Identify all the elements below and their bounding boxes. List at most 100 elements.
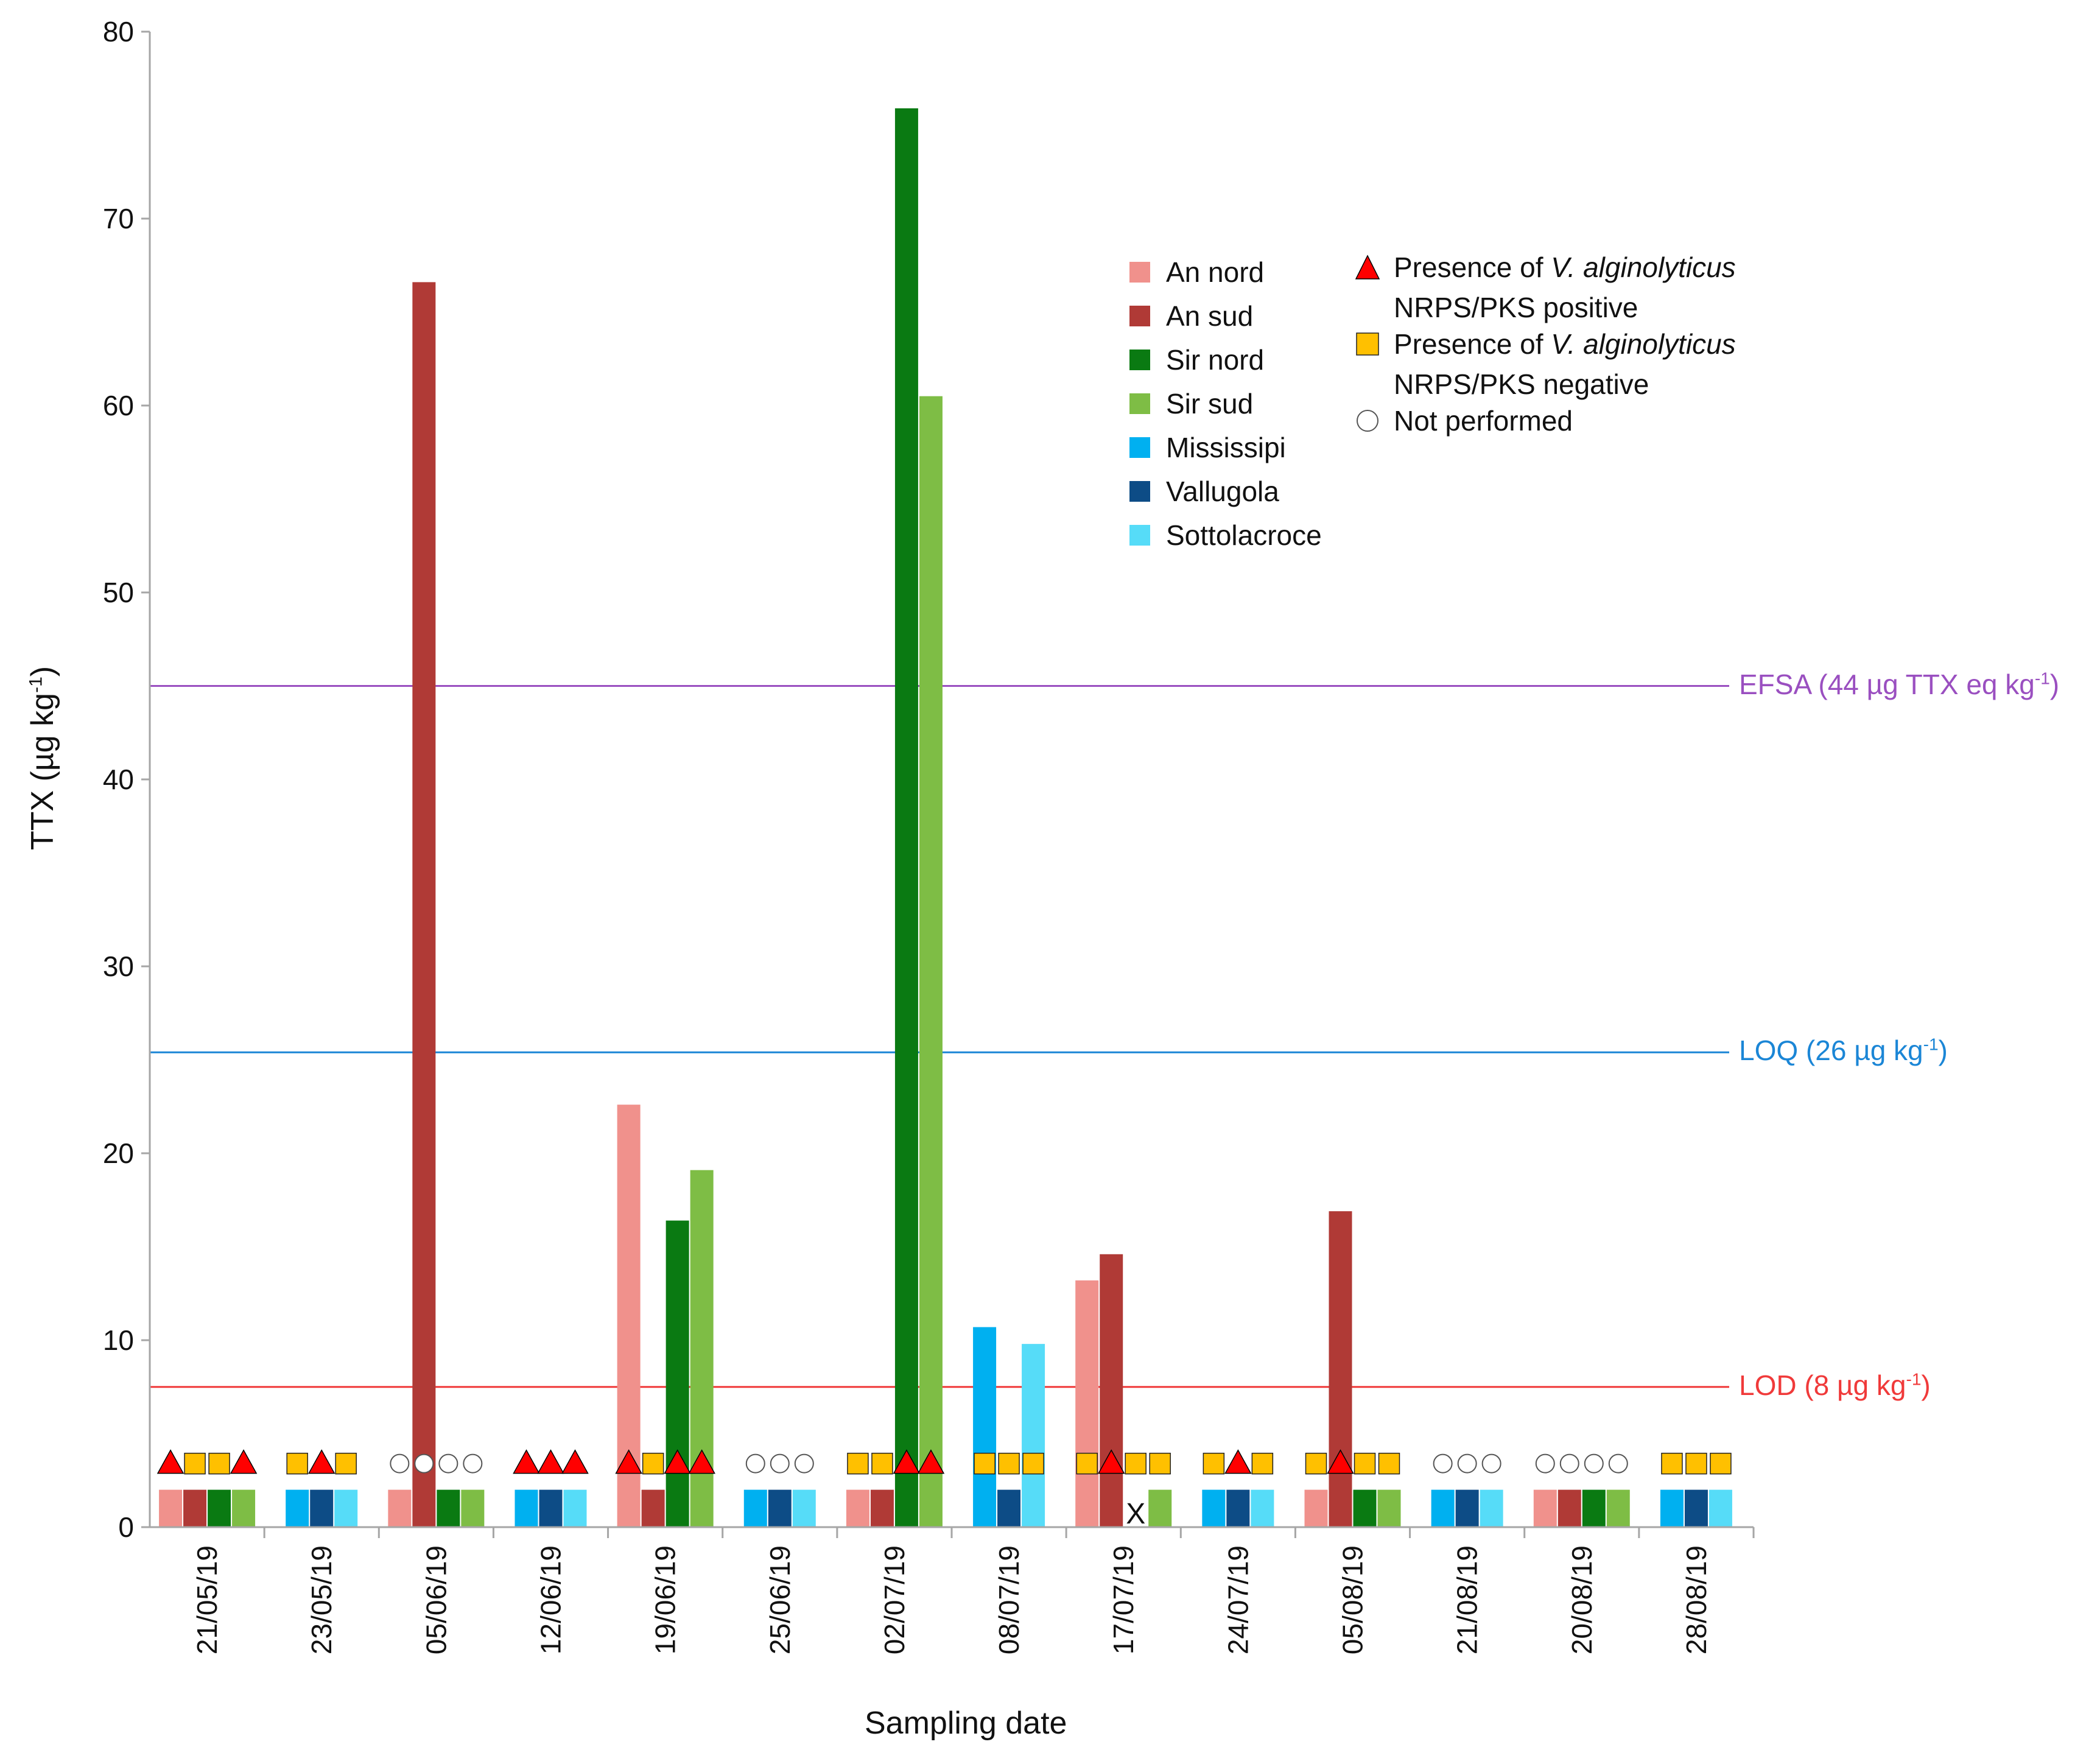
negative-square-marker: [208, 1452, 230, 1475]
bar-an-sud: [870, 1489, 894, 1527]
negative-square-marker: [1378, 1452, 1400, 1475]
not-performed-circle-marker: [414, 1453, 434, 1474]
x-tick-label: 17/07/19: [1108, 1545, 1139, 1654]
marker-legend-label: Not performed: [1394, 405, 1573, 437]
bar-an-nord: [388, 1489, 412, 1527]
x-tick-label: 05/08/19: [1337, 1545, 1369, 1654]
x-tick-label: 23/05/19: [306, 1545, 337, 1654]
bar-vallugola: [1455, 1489, 1479, 1527]
legend-swatch: [1129, 306, 1150, 326]
bar-sottolacroce: [1251, 1489, 1274, 1527]
negative-square-marker: [1251, 1452, 1274, 1475]
not-performed-circle-marker: [438, 1453, 458, 1474]
y-tick-label: 30: [103, 951, 134, 982]
y-axis-title-base: TTX (µg kg: [25, 692, 60, 851]
negative-square-marker: [1125, 1452, 1147, 1475]
legend-item: Sir nord: [1129, 343, 1264, 376]
legend-label: Vallugola: [1166, 476, 1279, 507]
negative-square-marker: [1076, 1452, 1098, 1475]
negative-square-marker: [1354, 1452, 1376, 1475]
bar-sottolacroce: [1022, 1344, 1045, 1527]
reference-label-end: ): [1938, 1035, 1948, 1067]
y-tick-label: 20: [103, 1137, 134, 1169]
legend-item: Mississipi: [1129, 431, 1286, 464]
x-tick-label: 05/06/19: [420, 1545, 452, 1654]
reference-label-efsa: EFSA (44 µg TTX eq kg-1): [1739, 668, 2059, 701]
bar-an-sud: [183, 1489, 207, 1527]
negative-square-marker: [1203, 1452, 1225, 1475]
bar-sottolacroce: [563, 1489, 587, 1527]
positive-triangle-marker: [561, 1449, 589, 1474]
legend-swatch: [1129, 393, 1150, 414]
negative-square-marker: [1710, 1452, 1732, 1475]
bar-mississipi: [1660, 1489, 1684, 1527]
y-tick-label: 80: [103, 16, 134, 47]
legend-swatch: [1129, 262, 1150, 283]
circle-marker-icon: [1357, 410, 1378, 432]
bar-vallugola: [310, 1489, 334, 1527]
not-performed-circle-marker: [1433, 1453, 1453, 1474]
x-tick-label: 02/07/19: [879, 1545, 910, 1654]
bar-mississipi: [1431, 1489, 1455, 1527]
negative-square-marker: [1661, 1452, 1683, 1475]
positive-triangle-marker: [917, 1449, 945, 1474]
bar-sir-sud: [1148, 1489, 1172, 1527]
triangle-marker-icon: [1355, 255, 1380, 279]
not-performed-circle-marker: [1608, 1453, 1628, 1474]
x-tick-labels: 21/05/19 23/05/19 05/06/19 12/06/19 19/06/19…: [191, 1527, 1755, 1654]
bar-vallugola: [997, 1489, 1021, 1527]
legend-label: Sir nord: [1166, 344, 1265, 376]
not-performed-circle-marker: [1584, 1453, 1604, 1474]
legend-swatch: [1129, 481, 1150, 502]
not-performed-circle-marker: [770, 1453, 790, 1474]
legend-label: Sottolacroce: [1166, 519, 1322, 551]
x-tick-label: 25/06/19: [764, 1545, 796, 1654]
reference-label-end: ): [2049, 668, 2060, 700]
bar-sir-nord: [208, 1489, 231, 1527]
missing-value-label: X: [1126, 1498, 1145, 1530]
reference-label-text: LOQ (26 µg kg: [1739, 1035, 1923, 1067]
legend-label: An sud: [1166, 300, 1254, 332]
reference-label-loq: LOQ (26 µg kg-1): [1739, 1034, 1948, 1067]
positive-triangle-marker: [537, 1449, 564, 1474]
y-axis-title-sup: -1: [26, 676, 46, 693]
bar-vallugola: [768, 1489, 792, 1527]
bar-mississipi: [286, 1489, 309, 1527]
marker-legend-item-positive: Presence of V. alginolyticus: [1355, 251, 1736, 284]
bar-an-sud: [412, 282, 436, 1527]
x-axis-title: Sampling date: [865, 1706, 1067, 1741]
bar-an-nord: [1075, 1280, 1099, 1527]
legend-item: An sud: [1129, 300, 1253, 332]
bar-mississipi: [514, 1489, 538, 1527]
bar-an-sud: [1557, 1489, 1581, 1527]
not-performed-circle-marker: [1481, 1453, 1501, 1474]
bar-sir-nord: [665, 1220, 689, 1527]
bar-an-sud: [641, 1489, 665, 1527]
bar-sir-sud: [919, 396, 943, 1527]
bar-mississipi: [973, 1327, 997, 1527]
bar-sottolacroce: [1708, 1489, 1732, 1527]
bar-sir-nord: [1353, 1489, 1377, 1527]
negative-square-marker: [974, 1452, 996, 1475]
bar-sir-sud: [1377, 1489, 1401, 1527]
not-performed-circle-marker: [390, 1453, 410, 1474]
negative-square-marker: [1305, 1452, 1327, 1475]
x-tick-label: 21/05/19: [191, 1545, 223, 1654]
legend-item: Sottolacroce: [1129, 519, 1322, 552]
x-tick-label: 21/08/19: [1452, 1545, 1483, 1654]
negative-square-marker: [871, 1452, 893, 1475]
legend-swatch: [1129, 350, 1150, 370]
bar-an-sud: [1100, 1254, 1123, 1527]
reference-label-lod: LOD (8 µg kg-1): [1739, 1369, 1931, 1402]
legend-item: An nord: [1129, 256, 1264, 289]
bar-vallugola: [1684, 1489, 1708, 1527]
not-performed-circle-marker: [463, 1453, 483, 1474]
y-tick-label: 50: [103, 577, 134, 608]
bar-sir-sud: [1606, 1489, 1630, 1527]
positive-triangle-marker: [1097, 1449, 1125, 1474]
bar-sir-nord: [437, 1489, 460, 1527]
legend-item: Vallugola: [1129, 475, 1279, 508]
negative-square-marker: [335, 1452, 357, 1475]
marker-legend-line2: NRPS/PKS positive: [1394, 292, 1638, 323]
